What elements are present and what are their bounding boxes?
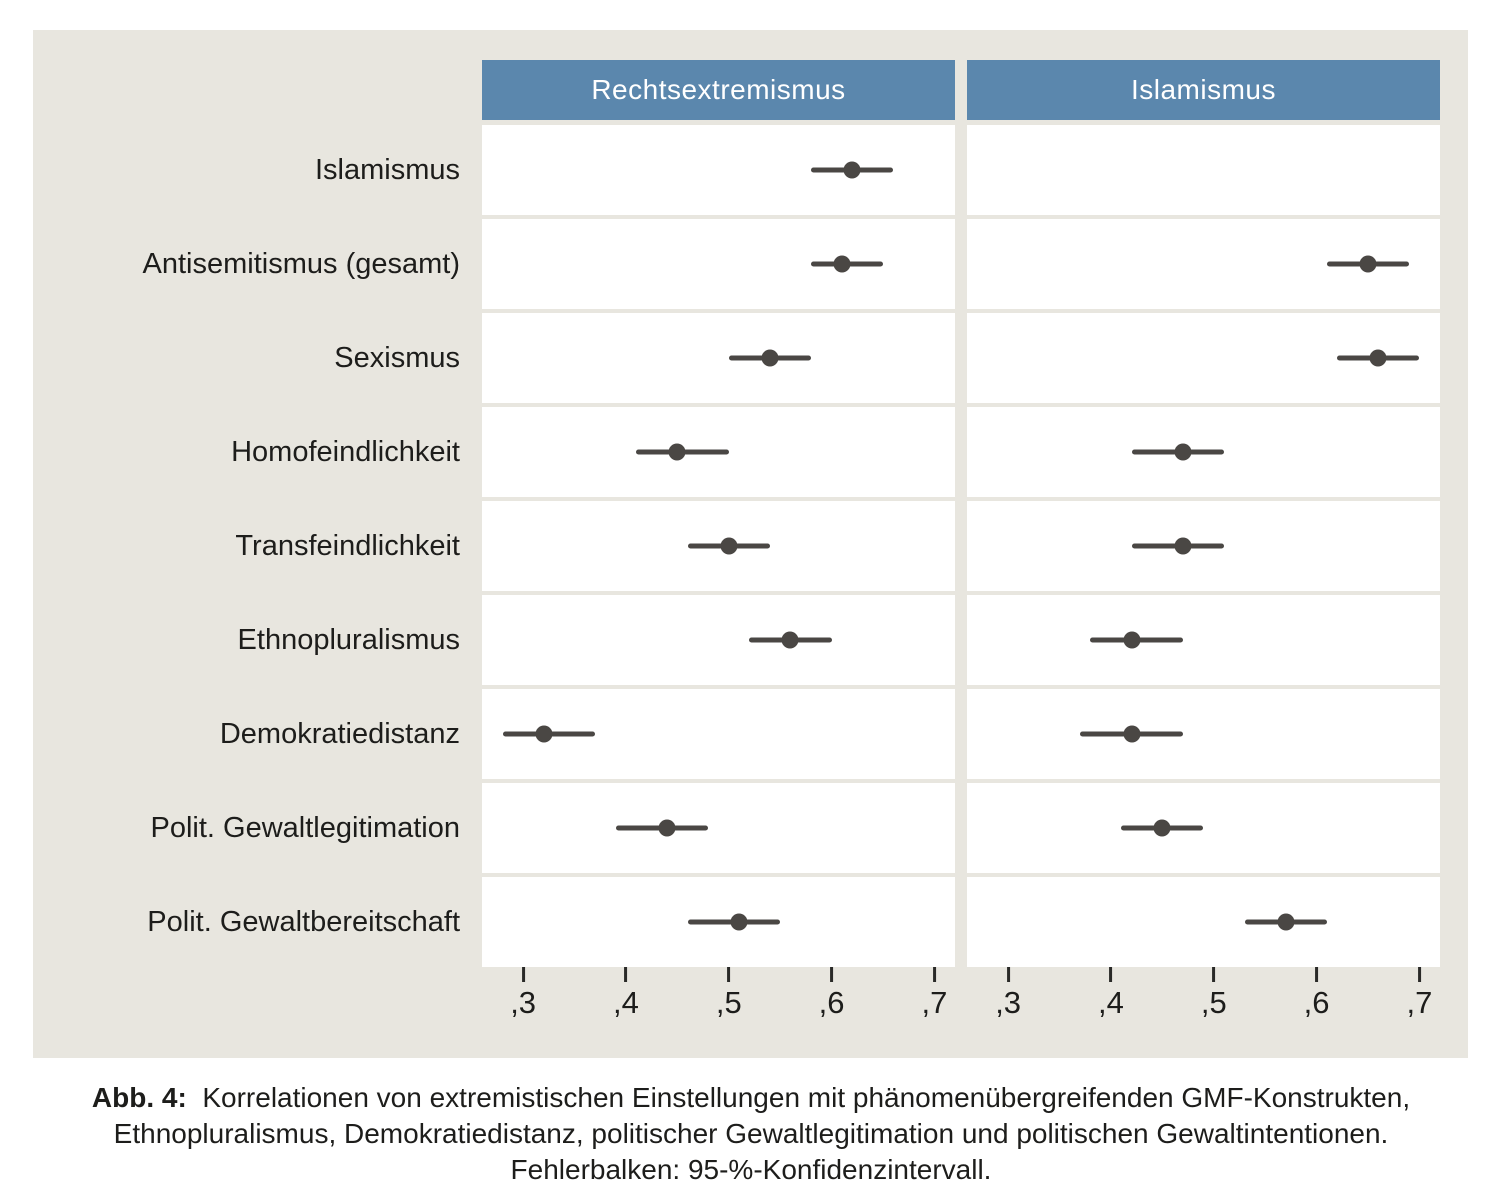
tick-mark <box>1212 967 1216 982</box>
correlation-point <box>1174 443 1192 461</box>
chart-row <box>967 595 1440 685</box>
tick-mark <box>1417 967 1421 982</box>
chart-row <box>967 689 1440 779</box>
x-axis-tick: ,4 <box>1098 967 1124 1021</box>
category-label: Polit. Gewaltbereitschaft <box>147 905 460 938</box>
correlation-point <box>833 255 851 273</box>
chart-row <box>482 219 955 309</box>
category-label: Polit. Gewaltlegitimation <box>150 811 460 844</box>
tick-label: ,3 <box>995 985 1022 1020</box>
x-axis-ticks: ,3 ,4 ,5 ,6 ,7 <box>482 967 955 1027</box>
x-axis-tick: ,7 <box>1406 967 1432 1021</box>
x-axis-tick: ,5 <box>716 967 742 1021</box>
tick-label: ,7 <box>1406 985 1433 1020</box>
category-label: Sexismus <box>334 341 460 374</box>
correlation-point <box>720 537 738 555</box>
correlation-point <box>1123 725 1141 743</box>
chart-row <box>967 219 1440 309</box>
correlation-point <box>1123 631 1141 649</box>
tick-label: ,4 <box>1098 985 1124 1020</box>
x-axis-tick: ,3 <box>510 967 536 1021</box>
tick-mark <box>1006 967 1010 982</box>
category-label: Demokratiedistanz <box>219 717 460 750</box>
tick-label: ,6 <box>1303 985 1330 1020</box>
tick-mark <box>727 967 731 982</box>
chart-row <box>482 877 955 967</box>
chart-row <box>482 595 955 685</box>
tick-mark <box>830 967 834 982</box>
caption-text-1: Korrelationen von extremistischen Einste… <box>202 1082 1411 1113</box>
tick-mark <box>624 967 628 982</box>
correlation-point <box>843 161 861 179</box>
correlation-point <box>1153 819 1171 837</box>
chart-row <box>967 407 1440 497</box>
correlation-point <box>781 631 799 649</box>
category-label: Islamismus <box>314 153 460 186</box>
chart-row <box>482 689 955 779</box>
correlation-point <box>730 913 748 931</box>
caption-line-2: Ethnopluralismus, Demokratiedistanz, pol… <box>113 1118 1389 1149</box>
x-axis-tick: ,3 <box>995 967 1021 1021</box>
tick-label: ,3 <box>510 985 537 1020</box>
tick-label: ,5 <box>715 985 742 1020</box>
correlation-point <box>1174 537 1192 555</box>
correlation-point <box>1359 255 1377 273</box>
category-label: Transfeindlichkeit <box>235 529 460 562</box>
category-label: Homofeindlichkeit <box>231 435 460 468</box>
panel-islamismus: Islamismus ,3 ,4 ,5 ,6 ,7 <box>967 30 1440 1058</box>
x-axis-tick: ,6 <box>819 967 845 1021</box>
x-axis-ticks: ,3 ,4 ,5 ,6 ,7 <box>967 967 1440 1027</box>
correlation-point <box>1369 349 1387 367</box>
caption-label: Abb. 4: <box>91 1082 187 1113</box>
chart-row <box>482 407 955 497</box>
tick-label: ,7 <box>921 985 948 1020</box>
chart-row <box>967 877 1440 967</box>
tick-label: ,4 <box>613 985 639 1020</box>
category-label: Ethnopluralismus <box>237 623 460 656</box>
chart-row <box>482 501 955 591</box>
tick-mark <box>932 967 936 982</box>
panel-rechtsextremismus: Rechtsextremismus ,3 ,4 ,5 ,6 ,7 <box>482 30 955 1058</box>
panel-header-rechtsextremismus: Rechtsextremismus <box>482 60 955 120</box>
tick-label: ,6 <box>818 985 845 1020</box>
panel-rows <box>482 125 955 967</box>
correlation-point <box>668 443 686 461</box>
correlation-point <box>761 349 779 367</box>
chart-row <box>967 783 1440 873</box>
panel-rows <box>967 125 1440 967</box>
panel-header-islamismus: Islamismus <box>967 60 1440 120</box>
category-label: Antisemitismus (gesamt) <box>142 247 460 280</box>
chart-row <box>967 125 1440 215</box>
tick-mark <box>1109 967 1113 982</box>
x-axis-tick: ,6 <box>1304 967 1330 1021</box>
correlation-point <box>1277 913 1295 931</box>
chart-row <box>967 313 1440 403</box>
correlation-point <box>658 819 676 837</box>
chart-row <box>482 783 955 873</box>
correlation-point <box>535 725 553 743</box>
chart-row <box>482 313 955 403</box>
chart-row <box>967 501 1440 591</box>
figure-background: Islamismus Antisemitismus (gesamt) Sexismu… <box>33 30 1468 1058</box>
x-axis-tick: ,5 <box>1201 967 1227 1021</box>
chart-row <box>482 125 955 215</box>
category-labels-column: Islamismus Antisemitismus (gesamt) Sexismu… <box>33 125 460 967</box>
caption-line-1: Abb. 4: Korrelationen von extremistische… <box>0 1080 1502 1116</box>
tick-mark <box>521 967 525 982</box>
figure-caption: Abb. 4: Korrelationen von extremistische… <box>0 1080 1502 1188</box>
tick-label: ,5 <box>1200 985 1227 1020</box>
caption-line-3: Fehlerbalken: 95-%-Konfidenzintervall. <box>510 1154 992 1185</box>
x-axis-tick: ,4 <box>613 967 639 1021</box>
tick-mark <box>1315 967 1319 982</box>
x-axis-tick: ,7 <box>921 967 947 1021</box>
